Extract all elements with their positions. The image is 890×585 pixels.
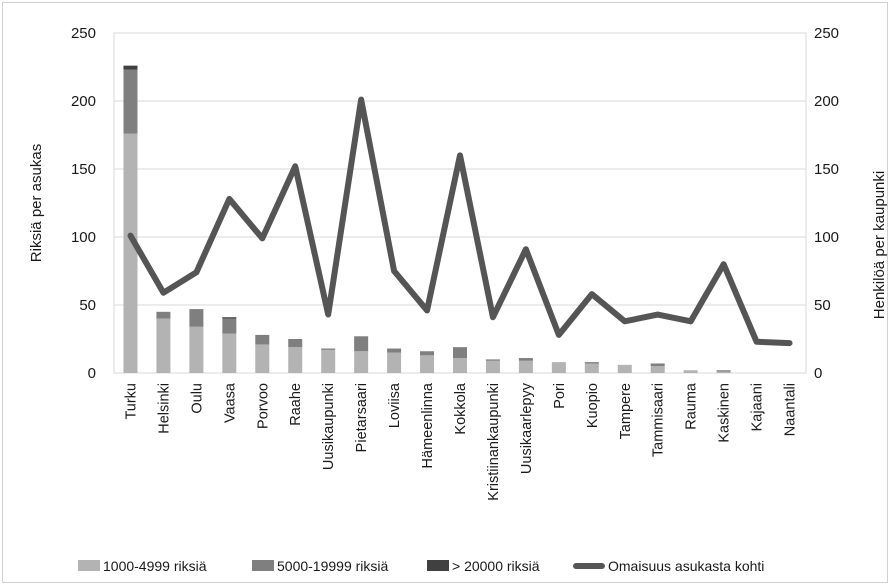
legend-label-3: > 20000 riksiä (452, 558, 540, 574)
bar-2-Loviisa (387, 348, 402, 353)
x-label-Pori: Pori (552, 383, 568, 409)
bar-2-Uusikaarlepyy (518, 358, 533, 361)
legend: 1000-4999 riksiä 5000-19999 riksiä > 20000… (78, 558, 764, 574)
gridlines (113, 32, 807, 374)
bar-1-Uusikaupunki (321, 349, 336, 373)
y2-tick-0: 0 (814, 365, 822, 382)
y2-tick-50: 50 (814, 297, 831, 314)
x-label-Helsinki: Helsinki (156, 383, 172, 434)
bar-2-Turku (123, 69, 138, 134)
left-axis-title: Riksiä per asukas (28, 144, 45, 262)
x-label-Oulu: Oulu (189, 383, 205, 414)
legend-label-4: Omaisuus asukasta kohti (608, 558, 764, 574)
x-label-Hämeenlinna: Hämeenlinna (420, 382, 436, 468)
bar-2-Raahe (288, 339, 303, 348)
bar-1-Pietarsaari (354, 351, 369, 373)
bar-2-Kaskinen (716, 370, 731, 372)
bar-1-Kaskinen (716, 371, 731, 373)
x-label-Kajaani: Kajaani (750, 383, 766, 431)
bar-1-Rauma (683, 370, 698, 373)
bar-1-Pori (551, 362, 566, 373)
bar-3-Vaasa (222, 317, 237, 319)
bar-2-Pietarsaari (354, 336, 369, 352)
y-tick-200: 200 (71, 93, 96, 110)
y-tick-100: 100 (71, 229, 96, 246)
y2-tick-100: 100 (814, 229, 839, 246)
bar-1-Kristiinankaupunki (485, 360, 500, 373)
bar-3-Turku (123, 65, 138, 70)
bar-1-Porvoo (255, 344, 270, 373)
bar-2-Porvoo (255, 334, 270, 345)
legend-swatch-3 (427, 560, 449, 571)
legend-swatch-1 (78, 560, 100, 571)
y-tick-50: 50 (79, 297, 96, 314)
bar-1-Turku (123, 133, 138, 373)
bar-2-Uusikaupunki (321, 348, 336, 350)
x-label-Pietarsaari: Pietarsaari (354, 383, 370, 452)
x-label-Rauma: Rauma (684, 382, 700, 430)
x-label-Kuopio: Kuopio (585, 383, 601, 428)
left-y-axis: 0 50 100 150 200 250 (71, 25, 96, 382)
bar-2-Kokkola (453, 347, 467, 359)
x-label-Tampere: Tampere (618, 383, 634, 439)
line-Omaisuus asukasta kohti (127, 96, 793, 347)
x-label-Loviisa: Loviisa (387, 382, 403, 428)
x-label-Porvoo: Porvoo (255, 383, 271, 429)
bar-2-Hämeenlinna (420, 351, 435, 356)
x-label-Vaasa: Vaasa (222, 382, 238, 423)
bar-2-Oulu (189, 309, 204, 327)
bar-1-Oulu (189, 326, 204, 373)
x-label-Uusikaarlepyy: Uusikaarlepyy (519, 382, 535, 474)
y2-tick-200: 200 (814, 93, 839, 110)
bar-1-Raahe (288, 347, 303, 373)
y-tick-250: 250 (71, 25, 96, 42)
x-label-Tammisaari: Tammisaari (651, 383, 667, 457)
right-y-axis: 0 50 100 150 200 250 (814, 25, 839, 382)
x-label-Kaskinen: Kaskinen (717, 383, 733, 443)
bar-2-Vaasa (222, 318, 237, 334)
bar-1-Tampere (617, 364, 632, 373)
y2-tick-150: 150 (814, 161, 839, 178)
x-label-Uusikaupunki: Uusikaupunki (321, 383, 337, 470)
bar-1-Loviisa (387, 352, 402, 373)
x-label-Raahe: Raahe (288, 383, 304, 426)
x-axis-labels: Turku Helsinki Oulu Vaasa Porvoo Raahe Uusikau… (123, 382, 798, 501)
x-label-Kokkola: Kokkola (453, 382, 469, 435)
legend-label-2: 5000-19999 riksiä (277, 558, 389, 574)
legend-swatch-2 (252, 560, 274, 571)
right-axis-title: Henkilöä per kaupunki (871, 171, 888, 319)
y-tick-0: 0 (88, 365, 96, 382)
line-series (127, 96, 793, 347)
bar-2-Kristiinankaupunki (485, 359, 500, 361)
bar-1-Uusikaarlepyy (518, 360, 533, 373)
bar-1-Hämeenlinna (420, 355, 435, 373)
y-tick-150: 150 (71, 161, 96, 178)
bar-1-Kuopio (584, 363, 599, 373)
bar-1-Tammisaari (650, 366, 665, 373)
stacked-bars (123, 65, 731, 373)
x-label-Kristiinankaupunki: Kristiinankaupunki (486, 383, 502, 501)
bar-2-Tammisaari (650, 363, 665, 367)
bar-2-Kuopio (584, 362, 599, 364)
legend-label-1: 1000-4999 riksiä (103, 558, 207, 574)
bar-1-Kokkola (453, 358, 467, 373)
y2-tick-250: 250 (814, 25, 839, 42)
bar-1-Vaasa (222, 333, 237, 373)
x-label-Naantali: Naantali (783, 383, 799, 436)
bar-1-Helsinki (156, 318, 171, 373)
bar-2-Helsinki (156, 311, 171, 319)
x-label-Turku: Turku (123, 383, 139, 420)
